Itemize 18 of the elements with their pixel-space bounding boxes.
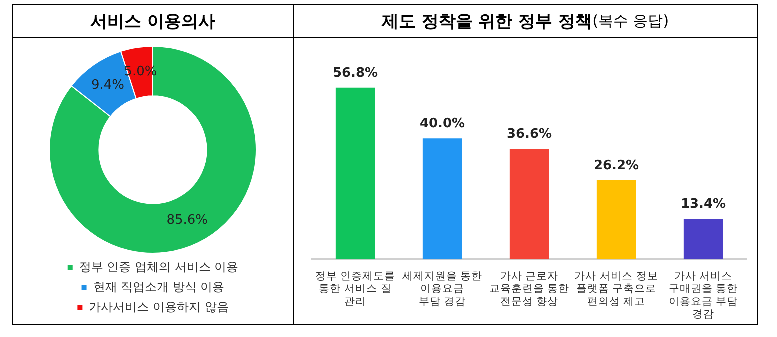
data-label: 13.4% (680, 196, 726, 212)
legend-label: 정부 인증 업체의 서비스 이용 (79, 260, 239, 274)
legend-label: 현재 직업소개 방식 이용 (93, 280, 225, 294)
data-label: 36.6% (506, 126, 552, 142)
x-tick-label: 가사 서비스 구매권을 통한 이용요금 부담 경감 (668, 270, 738, 320)
data-label: 56.8% (332, 66, 378, 81)
x-tick-label: 세제지원을 통한 이용요금 부담 경감 (402, 270, 483, 308)
data-label: 26.2% (594, 158, 640, 174)
data-label: 9.4% (91, 78, 124, 93)
chart-title: 제도 정착을 위한 정부 정책 (382, 10, 593, 32)
x-tick-label: 정부 인증제도를 통한 서비스 질 관리 (315, 270, 396, 308)
data-label: 85.6% (166, 213, 208, 228)
x-tick-label: 가사 서비스 정보 플랫폼 구축으로 편의성 제고 (574, 270, 658, 308)
x-tick-label: 가사 근로자 교육훈련을 통한 전문성 향상 (489, 270, 570, 308)
legend-label: 가사서비스 이용하지 않음 (89, 300, 229, 314)
data-label: 40.0% (420, 116, 466, 132)
chart-subtitle: (복수 응답) (592, 12, 670, 30)
chart-title: 서비스 이용의사 (90, 10, 216, 32)
